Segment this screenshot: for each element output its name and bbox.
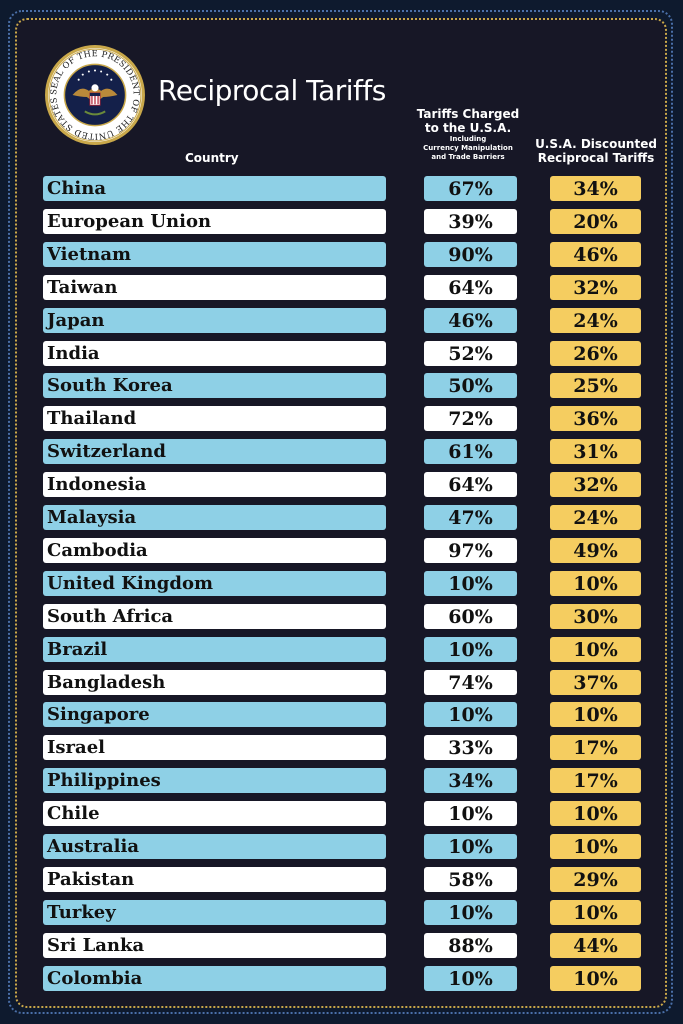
discounted-tariff-cell: 10% [550, 834, 641, 859]
discounted-tariff-cell: 10% [550, 801, 641, 826]
charged-tariff-cell: 39% [424, 209, 517, 234]
discounted-tariff-cell: 29% [550, 867, 641, 892]
charged-tariff-cell: 74% [424, 670, 517, 695]
charged-tariff-cell: 88% [424, 933, 517, 958]
country-cell: United Kingdom [43, 571, 386, 596]
discounted-tariff-cell: 49% [550, 538, 641, 563]
discounted-header-line: Reciprocal Tariffs [537, 151, 655, 165]
charged-tariff-cell: 10% [424, 571, 517, 596]
discounted-tariff-cell: 10% [550, 571, 641, 596]
country-cell: South Korea [43, 373, 386, 398]
charged-tariff-cell: 10% [424, 637, 517, 662]
charged-tariff-cell: 90% [424, 242, 517, 267]
country-cell: Philippines [43, 768, 386, 793]
charged-tariff-cell: 34% [424, 768, 517, 793]
country-cell: India [43, 341, 386, 366]
charged-tariff-cell: 60% [424, 604, 517, 629]
discounted-tariff-cell: 17% [550, 768, 641, 793]
country-cell: Switzerland [43, 439, 386, 464]
charged-tariff-cell: 10% [424, 834, 517, 859]
country-column-header: Country [185, 151, 239, 165]
discounted-tariff-cell: 37% [550, 670, 641, 695]
country-cell: South Africa [43, 604, 386, 629]
country-cell: European Union [43, 209, 386, 234]
country-cell: Australia [43, 834, 386, 859]
discounted-tariff-cell: 17% [550, 735, 641, 760]
discounted-tariff-cell: 46% [550, 242, 641, 267]
country-cell: Japan [43, 308, 386, 333]
country-cell: Cambodia [43, 538, 386, 563]
outer-dotted-border [8, 10, 673, 1014]
discounted-tariff-cell: 34% [550, 176, 641, 201]
discounted-tariff-cell: 30% [550, 604, 641, 629]
charged-tariff-cell: 10% [424, 900, 517, 925]
discounted-tariff-cell: 32% [550, 275, 641, 300]
charged-tariff-cell: 46% [424, 308, 517, 333]
country-cell: Pakistan [43, 867, 386, 892]
discounted-tariff-cell: 25% [550, 373, 641, 398]
charged-header-note: and Trade Barriers [431, 153, 505, 161]
country-cell: Brazil [43, 637, 386, 662]
charged-tariff-cell: 72% [424, 406, 517, 431]
charged-tariff-cell: 58% [424, 867, 517, 892]
discounted-tariff-cell: 36% [550, 406, 641, 431]
discounted-column-header: U.S.A. Discounted Reciprocal Tariffs [534, 137, 658, 165]
discounted-tariff-cell: 10% [550, 702, 641, 727]
presidential-seal-icon: SEAL OF THE PRESIDENT OF THE UNITED STAT… [45, 45, 145, 145]
page-title: Reciprocal Tariffs [158, 74, 386, 107]
discounted-tariff-cell: 26% [550, 341, 641, 366]
charged-column-header: Tariffs Charged to the U.S.A. Including … [412, 107, 524, 162]
country-cell: Turkey [43, 900, 386, 925]
country-cell: Indonesia [43, 472, 386, 497]
country-cell: Malaysia [43, 505, 386, 530]
discounted-tariff-cell: 24% [550, 505, 641, 530]
discounted-tariff-cell: 32% [550, 472, 641, 497]
charged-tariff-cell: 61% [424, 439, 517, 464]
country-cell: Thailand [43, 406, 386, 431]
charged-tariff-cell: 97% [424, 538, 517, 563]
charged-tariff-cell: 10% [424, 801, 517, 826]
discounted-header-line: U.S.A. Discounted [535, 137, 657, 151]
discounted-tariff-cell: 20% [550, 209, 641, 234]
charged-tariff-cell: 64% [424, 275, 517, 300]
charged-tariff-cell: 10% [424, 966, 517, 991]
country-cell: Chile [43, 801, 386, 826]
discounted-tariff-cell: 10% [550, 900, 641, 925]
charged-tariff-cell: 33% [424, 735, 517, 760]
discounted-tariff-cell: 24% [550, 308, 641, 333]
charged-tariff-cell: 50% [424, 373, 517, 398]
discounted-tariff-cell: 10% [550, 966, 641, 991]
discounted-tariff-cell: 44% [550, 933, 641, 958]
country-cell: China [43, 176, 386, 201]
charged-header-note: Including [449, 135, 487, 143]
charged-tariff-cell: 47% [424, 505, 517, 530]
charged-header-note: Currency Manipulation [423, 144, 513, 152]
discounted-tariff-cell: 31% [550, 439, 641, 464]
country-cell: Colombia [43, 966, 386, 991]
country-cell: Vietnam [43, 242, 386, 267]
country-cell: Taiwan [43, 275, 386, 300]
country-cell: Singapore [43, 702, 386, 727]
charged-tariff-cell: 67% [424, 176, 517, 201]
charged-tariff-cell: 10% [424, 702, 517, 727]
charged-tariff-cell: 64% [424, 472, 517, 497]
charged-tariff-cell: 52% [424, 341, 517, 366]
country-cell: Israel [43, 735, 386, 760]
charged-header-line: to the U.S.A. [424, 121, 512, 135]
country-cell: Sri Lanka [43, 933, 386, 958]
country-cell: Bangladesh [43, 670, 386, 695]
discounted-tariff-cell: 10% [550, 637, 641, 662]
charged-header-line: Tariffs Charged [416, 107, 520, 121]
